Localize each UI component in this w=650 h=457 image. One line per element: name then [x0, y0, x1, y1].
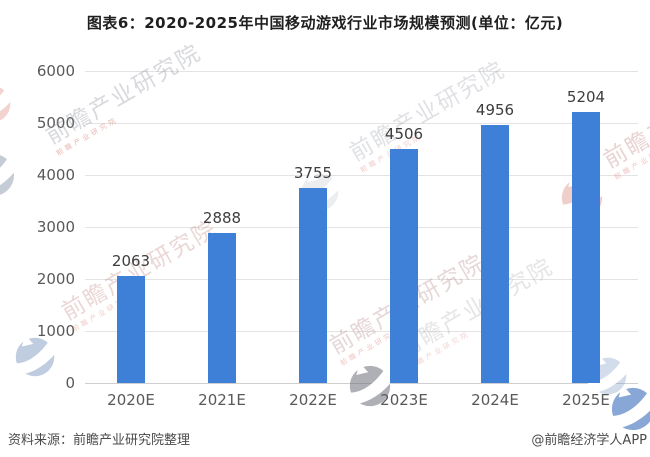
bar-value-label: 2063	[111, 251, 151, 270]
bar	[390, 148, 418, 383]
bar-value-label: 4506	[384, 124, 424, 143]
x-axis-tick-label: 2021E	[198, 391, 246, 409]
bar	[299, 187, 327, 383]
bar	[117, 275, 145, 383]
y-axis-tick-label: 2000	[36, 270, 75, 288]
bar	[572, 112, 600, 383]
bar-value-label: 2888	[202, 208, 242, 227]
x-axis-tick-label: 2022E	[289, 391, 337, 409]
bar	[481, 125, 509, 383]
y-axis-tick-label: 1000	[36, 322, 75, 340]
bar	[208, 232, 236, 383]
x-axis-tick-label: 2025E	[562, 391, 610, 409]
y-axis-tick-label: 6000	[36, 62, 75, 80]
y-axis-tick-label: 4000	[36, 166, 75, 184]
source-note: 资料来源：前瞻产业研究院整理	[8, 433, 191, 448]
gridline	[85, 331, 638, 332]
gridline	[85, 227, 638, 228]
gridline	[85, 279, 638, 280]
y-axis-tick-label: 0	[65, 374, 75, 392]
bar-value-label: 5204	[566, 88, 606, 107]
x-axis-tick-label: 2024E	[471, 391, 519, 409]
y-axis-tick-label: 5000	[36, 114, 75, 132]
gridline	[85, 175, 638, 176]
x-axis-tick-label: 2020E	[107, 391, 155, 409]
bar-value-label: 4956	[475, 101, 515, 120]
y-axis-tick-label: 3000	[36, 218, 75, 236]
gridline	[85, 71, 638, 72]
credit-note: @前瞻经济学人APP	[531, 433, 647, 448]
gridline	[85, 123, 638, 124]
bar-value-label: 3755	[293, 163, 333, 182]
x-axis-tick-label: 2023E	[380, 391, 428, 409]
chart-title: 图表6：2020-2025年中国移动游戏行业市场规模预测(单位：亿元)	[86, 14, 564, 32]
